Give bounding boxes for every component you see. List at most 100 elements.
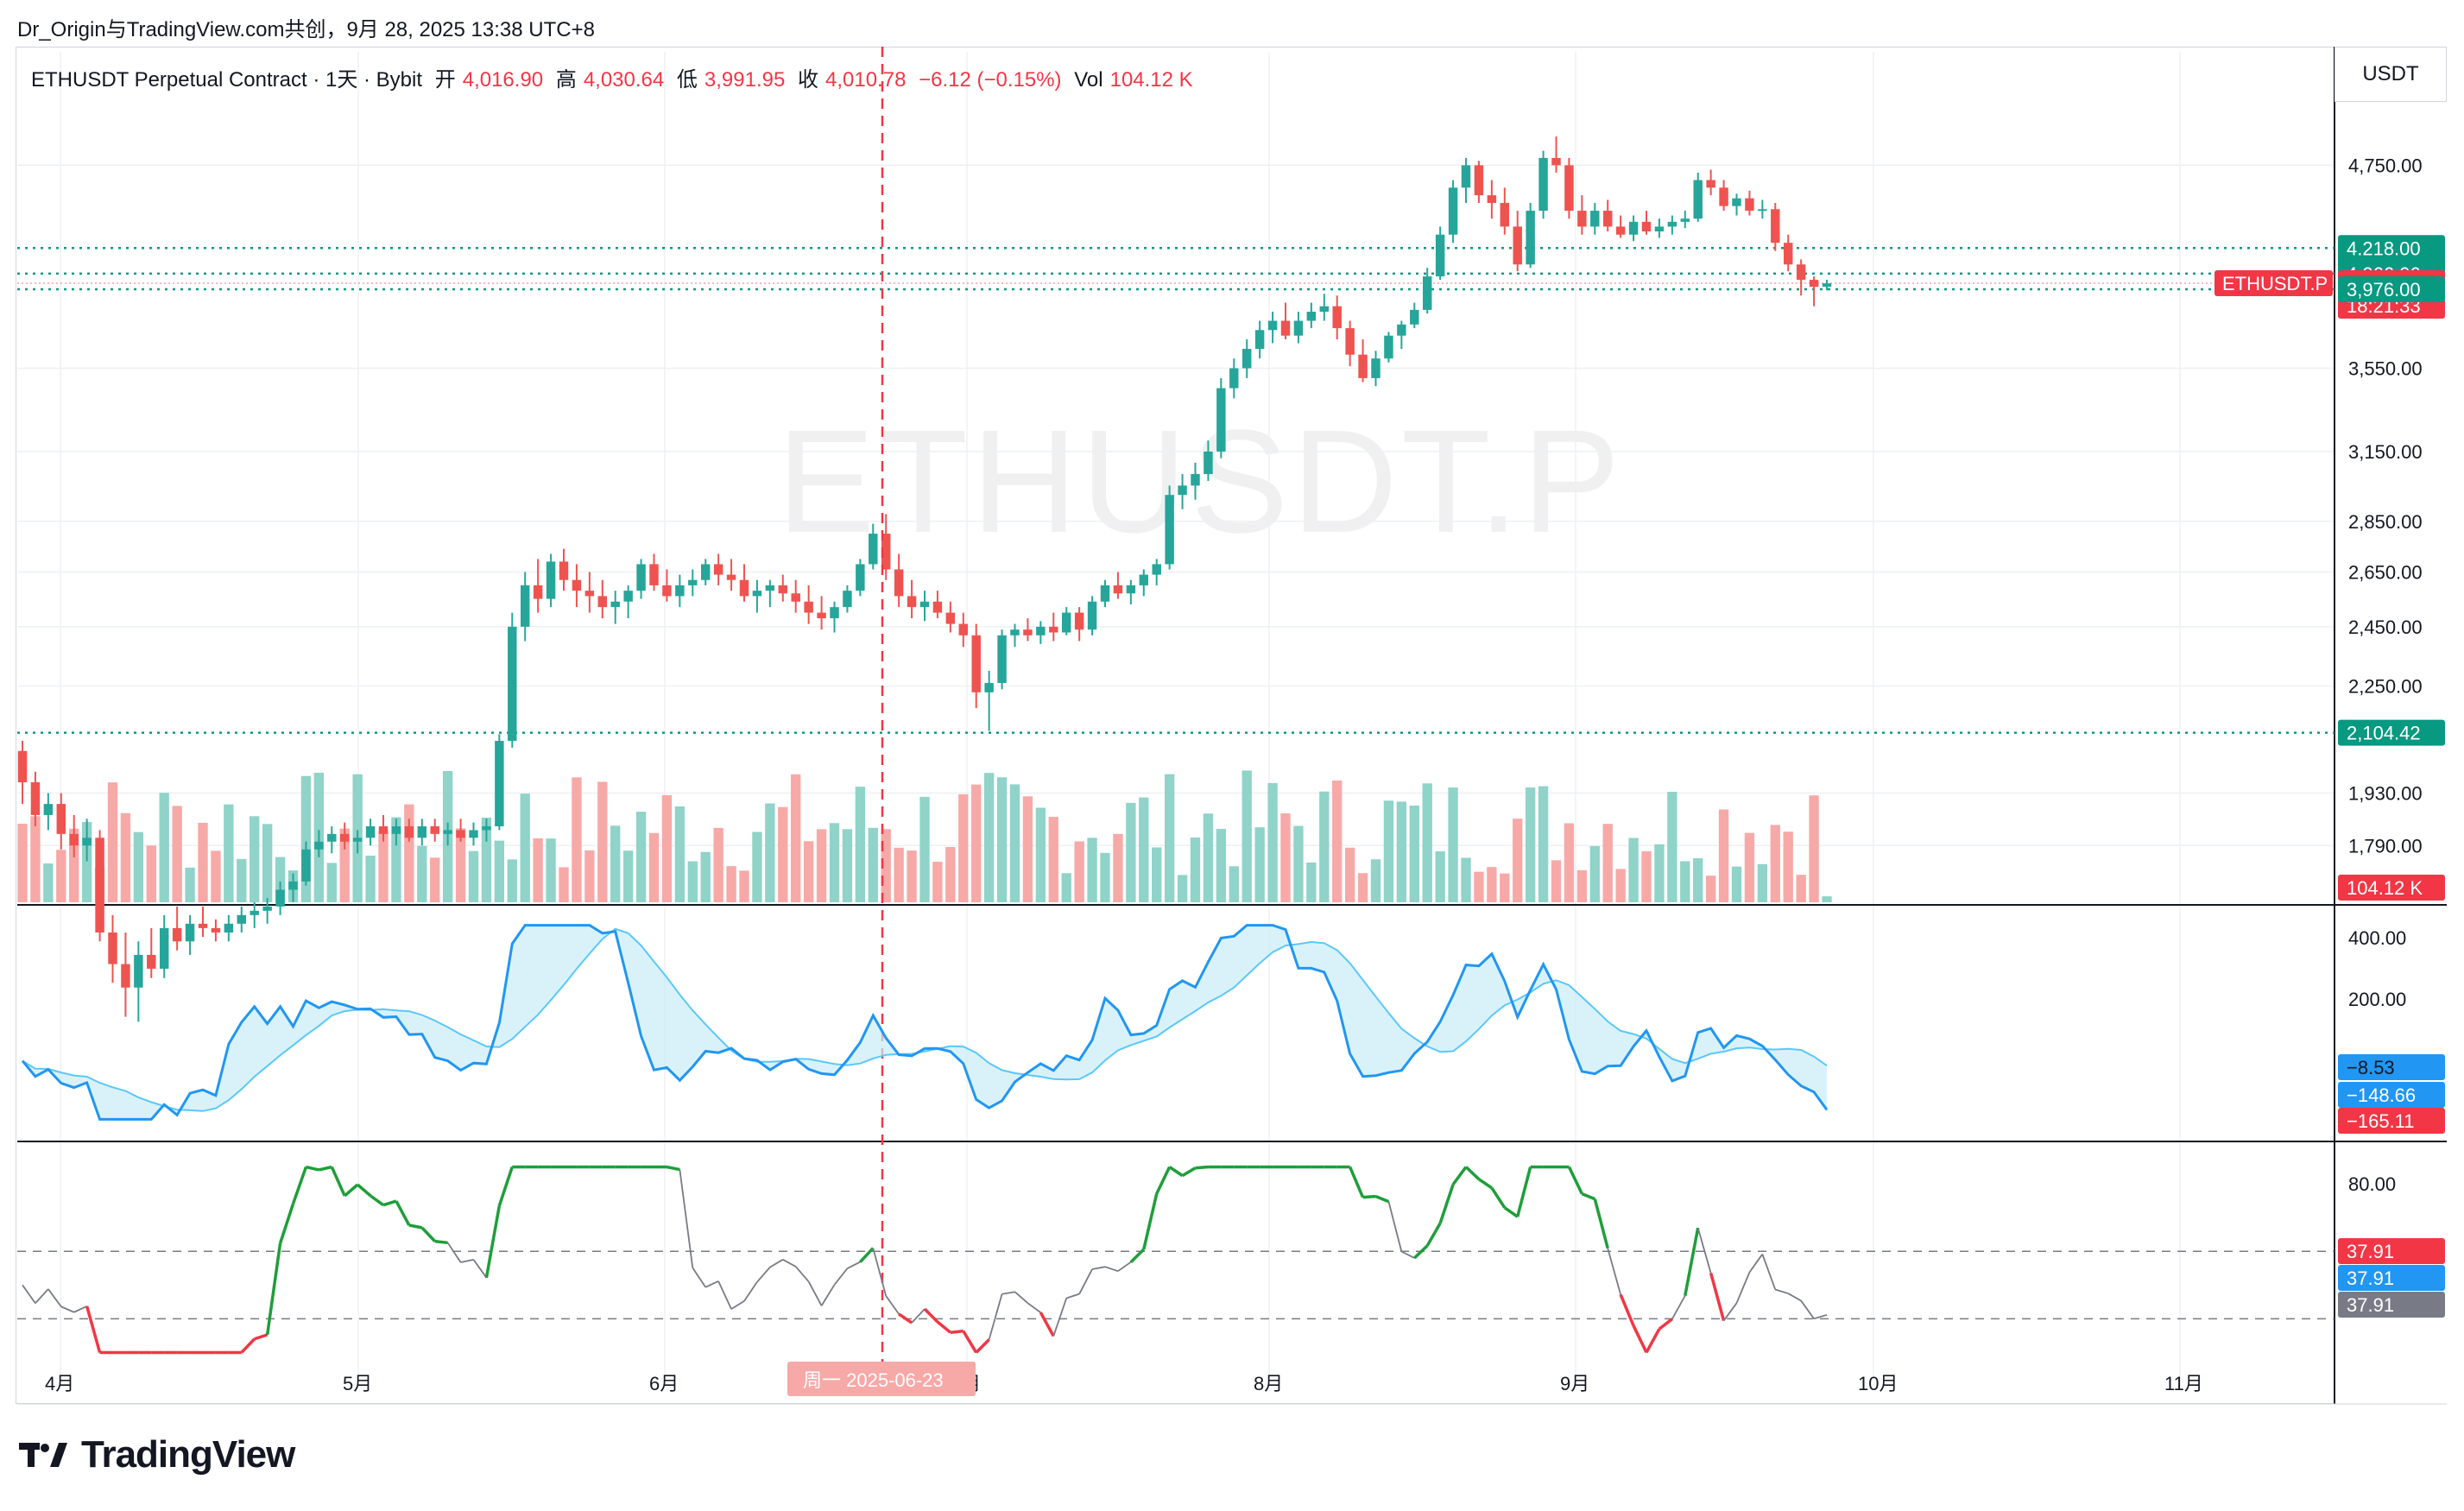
osc-segment (847, 1262, 860, 1268)
volume-bar (675, 806, 685, 902)
candle-body (1616, 226, 1625, 234)
volume-bar (1267, 783, 1277, 902)
volume-bar (997, 777, 1007, 902)
volume-bar (1204, 813, 1213, 902)
osc-segment (1492, 1188, 1505, 1208)
candle-body (1049, 627, 1058, 633)
volume-bar (649, 833, 659, 902)
volume-bar (262, 824, 272, 902)
candle-body (288, 882, 297, 890)
candle-body (714, 564, 723, 574)
indicator-1-badge-text: −165.11 (2347, 1110, 2415, 1132)
candle-body (57, 804, 66, 834)
osc-segment (1698, 1228, 1711, 1273)
indicator-2-badge-text: 37.91 (2347, 1268, 2394, 1289)
volume-bar (869, 828, 878, 902)
time-tick-label: 6月 (649, 1373, 679, 1394)
candle-body (1127, 585, 1135, 593)
volume-bar (597, 782, 607, 902)
price-tick-label: 3,150.00 (2348, 441, 2423, 463)
candle-body (894, 569, 903, 596)
price-tick-label: 4,750.00 (2348, 155, 2423, 176)
volume-bar (546, 838, 555, 902)
osc-segment (474, 1260, 487, 1278)
volume-bar (1410, 806, 1419, 902)
volume-bar (327, 863, 337, 902)
candle-body (572, 580, 581, 591)
volume-bar (43, 863, 53, 902)
volume-bar (521, 793, 530, 902)
candle-body (971, 635, 980, 692)
volume-bar (1126, 803, 1135, 902)
candle-body (1423, 276, 1431, 310)
volume-bar (843, 829, 852, 902)
candle-body (31, 782, 40, 815)
candle-body (1268, 321, 1277, 331)
currency-selector[interactable]: USDT (2334, 47, 2447, 102)
symbol-title[interactable]: ETHUSDT Perpetual Contract · 1天 · Bybit (31, 68, 422, 92)
crosshair-date-label: 周一 2025-06-23 (803, 1369, 944, 1391)
osc-segment (396, 1201, 409, 1225)
osc-segment (370, 1196, 383, 1205)
candle-body (1771, 209, 1779, 243)
indicator-1-badge-text: −148.66 (2347, 1084, 2416, 1106)
price-badge: 3,976.00 (2338, 276, 2445, 302)
candle-body (856, 564, 864, 591)
candle-body (199, 924, 207, 928)
osc-segment (1621, 1294, 1633, 1325)
candle-body (1101, 585, 1109, 602)
volume-bar (1654, 844, 1664, 902)
volume-bar (791, 774, 800, 902)
osc-segment (1002, 1292, 1015, 1294)
osc-segment (1595, 1199, 1608, 1249)
candle-body (1140, 575, 1148, 585)
volume-bar (907, 850, 916, 902)
candle-body (224, 924, 233, 933)
indicator-2-badge-text: 37.91 (2347, 1294, 2394, 1316)
volume-bar (1732, 867, 1741, 902)
brand-name: TradingView (81, 1433, 294, 1476)
price-tick-label: 2,650.00 (2348, 562, 2423, 584)
volume-badge-text: 104.12 K (2347, 877, 2423, 899)
osc-segment (1775, 1290, 1788, 1294)
volume-bar (1423, 783, 1432, 902)
volume-bar (662, 795, 672, 902)
volume-bar (1100, 853, 1109, 902)
volume-bar (17, 824, 27, 902)
osc-segment (796, 1267, 809, 1281)
volume-bar (636, 812, 646, 902)
volume-bar (237, 859, 246, 902)
osc-segment (1350, 1167, 1363, 1198)
candle-body (1216, 389, 1225, 452)
volume-bar (1745, 833, 1754, 902)
candle-body (1823, 283, 1831, 287)
osc-segment (242, 1339, 255, 1353)
volume-bar (1113, 834, 1122, 902)
candle-body (1590, 211, 1599, 226)
candle-body (418, 826, 426, 838)
tradingview-brand[interactable]: TradingView (19, 1433, 294, 1476)
candle-body (1358, 355, 1367, 378)
osc-segment (422, 1228, 435, 1242)
osc-segment (1105, 1267, 1118, 1271)
price-tick-label: 2,450.00 (2348, 616, 2423, 638)
osc-segment (1801, 1300, 1814, 1318)
osc-segment (1788, 1293, 1801, 1300)
osc-segment (731, 1301, 744, 1309)
osc-segment (1659, 1319, 1672, 1329)
osc-segment (886, 1296, 899, 1314)
volume-bar (1693, 858, 1703, 902)
volume-bar (1435, 851, 1444, 902)
candle-body (340, 834, 349, 842)
candle-body (379, 826, 388, 834)
volume-bar (1139, 798, 1148, 902)
volume-bar (1577, 870, 1587, 902)
candle-body (482, 826, 490, 830)
candle-body (559, 561, 568, 579)
volume-bar (1706, 876, 1715, 902)
volume-bar (945, 847, 955, 902)
volume-bar (1461, 858, 1470, 902)
osc-segment (1376, 1197, 1389, 1202)
volume-bar (1254, 827, 1264, 902)
